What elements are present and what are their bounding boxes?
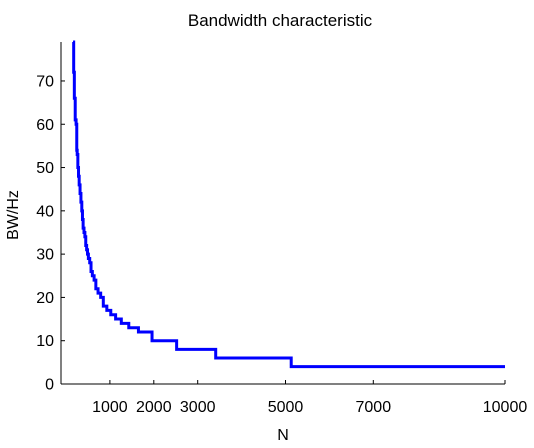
y-tick-label: 50 (36, 160, 54, 177)
y-ticks: 0 10 20 30 40 50 60 70 (36, 73, 65, 394)
x-ticks: 1000 2000 3000 5000 7000 10000 (92, 380, 527, 416)
y-tick-label: 20 (36, 290, 54, 307)
x-axis-label: N (277, 427, 289, 444)
x-tick-label: 7000 (356, 399, 392, 416)
x-tick-label: 2000 (136, 399, 172, 416)
y-tick-label: 30 (36, 247, 54, 264)
y-tick-label: 10 (36, 333, 54, 350)
x-tick-label: 3000 (180, 399, 216, 416)
x-tick-label: 1000 (92, 399, 128, 416)
y-tick-label: 0 (45, 377, 54, 394)
series-layer (72, 40, 505, 369)
x-tick-label: 5000 (268, 399, 304, 416)
y-axis-label: BW/Hz (5, 190, 22, 240)
series-line (72, 40, 505, 369)
y-tick-label: 70 (36, 73, 54, 90)
chart-title: Bandwidth characteristic (188, 11, 373, 30)
y-tick-label: 40 (36, 203, 54, 220)
y-tick-label: 60 (36, 117, 54, 134)
x-tick-label: 10000 (483, 399, 528, 416)
